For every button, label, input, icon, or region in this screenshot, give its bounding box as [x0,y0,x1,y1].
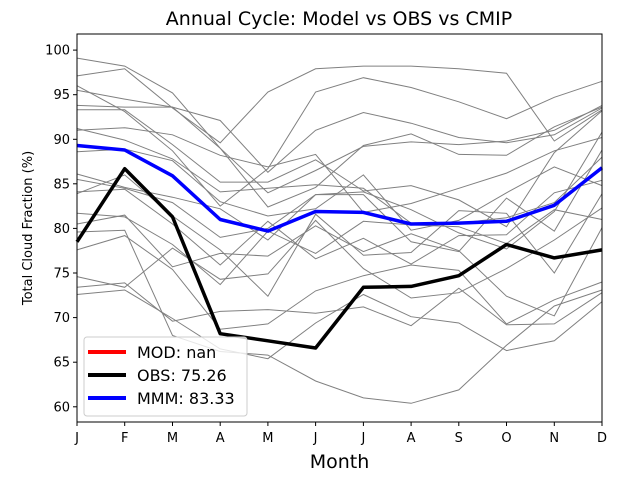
x-tick-label: A [407,431,416,446]
ensemble-member-line [76,235,603,330]
y-tick-label: 85 [53,177,70,192]
x-tick-label: O [501,431,511,446]
y-tick-label: 70 [53,311,70,326]
ensemble-member-line [76,289,603,360]
y-tick-label: 75 [53,267,70,282]
main-series-lines [75,143,604,350]
x-tick-label: J [74,431,79,446]
ensemble-member-line [76,209,603,286]
x-tick-label: J [313,431,318,446]
y-tick-label: 80 [53,222,70,237]
ensemble-member-line [76,282,603,327]
x-tick-label: F [121,431,128,446]
y-axis-label: Total Cloud Fraction (%) [21,151,36,306]
legend-label-mod: MOD: nan [137,343,216,362]
y-tick-label: 100 [45,44,70,59]
x-tick-label: M [167,431,178,446]
x-tick-label: N [549,431,559,446]
ensemble-member-line [76,77,603,207]
ensemble-member-line [76,229,603,404]
ensemble-member-line [76,65,603,144]
y-tick-label: 65 [53,356,70,371]
cmip-ensemble-lines [76,57,603,404]
ensemble-member-line [76,104,603,208]
x-tick-label: M [262,431,273,446]
ensemble-member-line [76,207,603,299]
ensemble-member-line [76,149,603,253]
ensemble-member-line [76,148,603,231]
obs-series-line [75,166,603,350]
mmm-series-line [76,143,604,233]
y-tick-label: 60 [53,400,70,415]
legend-label-obs: OBS: 75.26 [137,366,227,385]
legend: MOD: nan OBS: 75.26 MMM: 83.33 [83,336,248,417]
ensemble-member-line [77,109,603,228]
ensemble-member-line [76,214,603,317]
y-tick-label: 95 [53,88,70,103]
ensemble-member-line [76,89,603,173]
chart-title: Annual Cycle: Model vs OBS vs CMIP [166,8,512,30]
x-tick-label: S [455,431,463,446]
ensemble-member-line [76,128,603,224]
y-axis-ticks: 60 65 70 75 80 85 90 95 100 [45,44,77,415]
ensemble-member-line [76,57,603,194]
y-tick-label: 90 [53,133,70,148]
ensemble-member-line [76,131,603,250]
legend-label-mmm: MMM: 83.33 [137,389,235,408]
x-tick-label: A [216,431,225,446]
ensemble-member-line [76,127,603,213]
ensemble-member-line [76,179,603,266]
x-axis-label: Month [310,451,370,473]
x-tick-label: D [597,431,607,446]
x-tick-label: J [360,431,365,446]
